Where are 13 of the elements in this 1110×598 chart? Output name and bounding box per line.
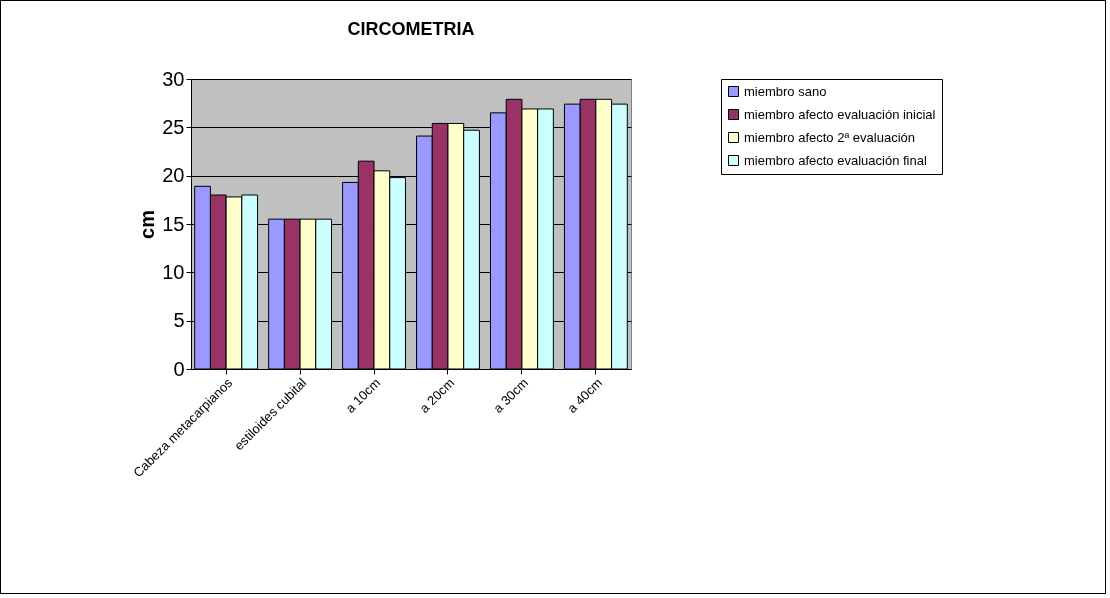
legend-label: miembro afecto evaluación inicial <box>744 106 936 122</box>
y-axis-title: cm <box>136 210 159 239</box>
legend-label: miembro afecto evaluación final <box>744 152 927 168</box>
y-tick-label: 5 <box>173 309 185 332</box>
y-tick-label: 30 <box>162 67 185 90</box>
y-tick-label: 0 <box>173 357 185 380</box>
y-tick-label: 10 <box>162 260 185 283</box>
y-tick-label: 25 <box>162 115 185 138</box>
chart-title: CIRCOMETRIA <box>347 19 475 39</box>
y-tick-label: 20 <box>162 164 185 187</box>
y-tick-label: 15 <box>162 212 185 235</box>
legend-label: miembro afecto 2ª evaluación <box>744 129 916 145</box>
legend-label: miembro sano <box>744 83 827 99</box>
